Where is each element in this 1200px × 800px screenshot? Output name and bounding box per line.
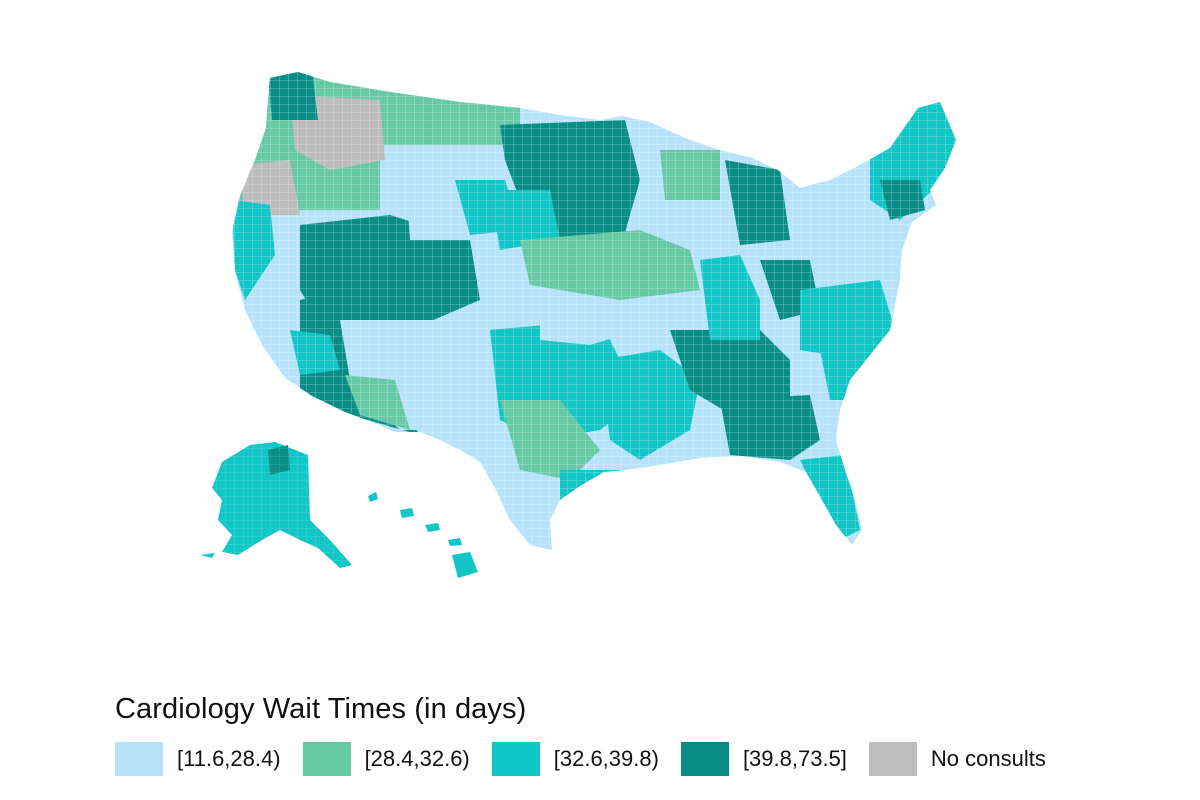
legend-item: [32.6,39.8) [491,742,659,776]
legend-label: No consults [930,746,1046,771]
legend-item: [11.6,28.4) [115,742,281,776]
legend-title: Cardiology Wait Times (in days) [115,693,527,725]
us-county-choropleth-map [200,72,956,578]
legend-label: [11.6,28.4) [177,746,281,771]
alaska [200,440,355,570]
hawaii [368,492,478,578]
legend: Cardiology Wait Times (in days) [11.6,28… [115,693,1175,776]
legend-swatch-2 [302,742,351,776]
legend-label: [32.6,39.8) [553,746,659,771]
legend-label: [39.8,73.5] [742,746,847,771]
legend-swatch-5 [868,742,917,776]
legend-item: No consults [868,742,1046,776]
legend-item: [39.8,73.5] [680,742,847,776]
legend-item: [28.4,32.6) [302,742,470,776]
legend-swatch-4 [680,742,729,776]
legend-swatch-1 [115,742,163,776]
legend-items: [11.6,28.4) [28.4,32.6) [32.6,39.8) [39.… [115,742,1175,776]
legend-label: [28.4,32.6) [364,746,470,771]
legend-swatch-3 [491,742,540,776]
